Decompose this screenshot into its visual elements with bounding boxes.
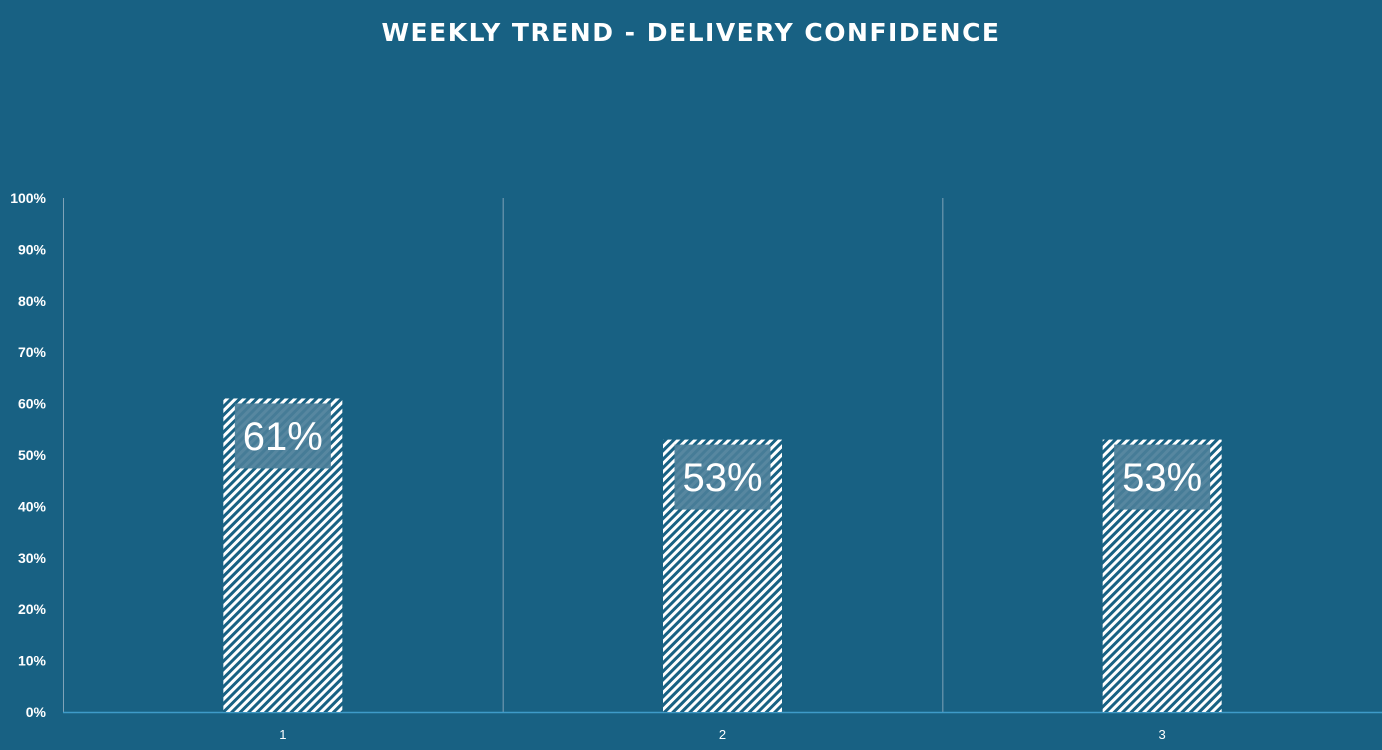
- y-axis-ticks: 0% 10% 20% 30% 40% 50% 60% 70% 80% 90% 100%: [10, 190, 46, 720]
- data-label-box: [674, 444, 771, 510]
- y-tick-label: 0%: [26, 704, 47, 720]
- x-axis-categories: 1 2 3: [279, 727, 1166, 742]
- data-label: 53%: [682, 456, 762, 500]
- x-category-label: 1: [279, 727, 286, 742]
- y-tick-label: 100%: [10, 190, 46, 206]
- data-label: 53%: [1122, 456, 1202, 500]
- y-tick-label: 70%: [18, 344, 47, 360]
- y-tick-label: 80%: [18, 293, 47, 309]
- grid-layer: [63, 198, 1382, 714]
- y-tick-label: 60%: [18, 396, 47, 412]
- data-label: 61%: [243, 415, 323, 459]
- y-tick-label: 20%: [18, 601, 47, 617]
- data-label-box: [1114, 444, 1211, 510]
- y-tick-label: 30%: [18, 550, 47, 566]
- x-category-label: 3: [1159, 727, 1166, 742]
- y-tick-label: 90%: [18, 241, 47, 257]
- y-tick-label: 10%: [18, 653, 47, 669]
- x-category-label: 2: [719, 727, 726, 742]
- y-tick-label: 40%: [18, 498, 47, 514]
- bar-layer: 61% 53% 53%: [223, 398, 1222, 712]
- data-label-box: [234, 403, 331, 469]
- y-tick-label: 50%: [18, 447, 47, 463]
- chart-title: WEEKLY TREND - DELIVERY CONFIDENCE: [381, 18, 1001, 47]
